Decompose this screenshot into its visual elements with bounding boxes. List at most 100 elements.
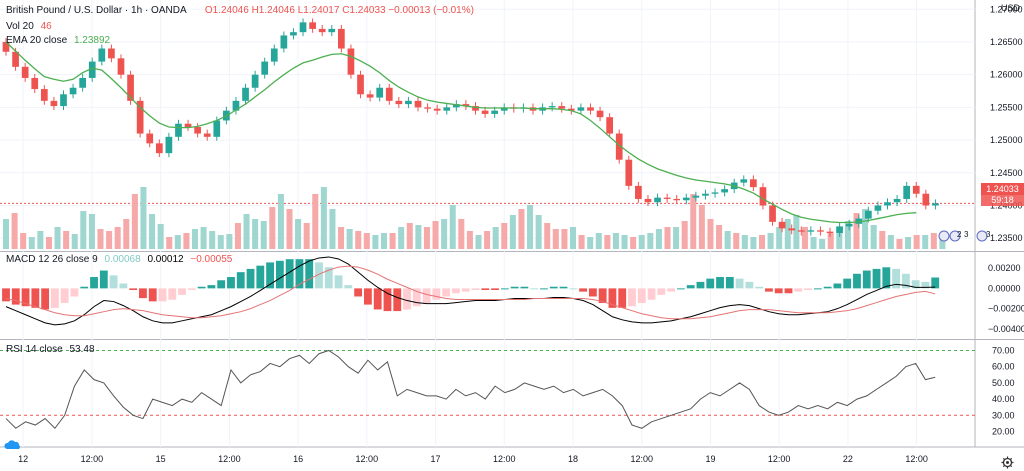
macd-tick-label: 0.00200 [988, 263, 1021, 273]
volume-bar [458, 219, 465, 249]
volume-bar [930, 233, 937, 249]
candle-body [644, 198, 652, 203]
volume-bar [630, 237, 637, 249]
price-tick-label: 1.25000 [990, 135, 1023, 145]
event-flag-count-a[interactable]: 2 [957, 230, 962, 239]
candle-body [836, 226, 843, 233]
volume-bar [286, 209, 293, 249]
volume-bar [638, 235, 645, 249]
volume-bar [131, 194, 138, 249]
macd-value: 0.00012 [147, 254, 184, 265]
candle-body [778, 221, 786, 229]
cloud-logo-icon[interactable] [4, 437, 22, 451]
macd-histogram-bar [197, 286, 206, 289]
volume-bar [45, 237, 52, 249]
rsi-legend[interactable]: RSI 14 close 53.48 [6, 344, 95, 355]
candle-body [845, 223, 853, 227]
volume-bar [106, 231, 113, 249]
volume-label: Vol 20 [6, 21, 34, 32]
macd-histogram-bar [227, 277, 235, 289]
volume-bar [870, 225, 877, 249]
event-flag-count-c[interactable]: 3 [986, 230, 991, 239]
candle-body [232, 100, 240, 111]
candle-body [797, 230, 805, 232]
macd-histogram-bar [178, 288, 186, 295]
volume-bar [681, 221, 688, 249]
macd-histogram-bar [90, 277, 98, 289]
macd-histogram-bar [129, 288, 138, 290]
candle-body [596, 110, 604, 118]
candle-body [864, 210, 872, 219]
last-price-badge: 1.24033 [981, 183, 1024, 195]
volume-legend[interactable]: Vol 20 46 [6, 21, 52, 32]
macd-pane [2, 256, 940, 326]
macd-histogram-bar [569, 288, 578, 290]
candle-body [146, 133, 154, 144]
macd-histogram-bar [432, 288, 441, 300]
candle-body [385, 87, 393, 101]
rsi-tick-label: 50.00 [992, 378, 1015, 388]
macd-histogram-bar [246, 268, 255, 289]
price-tick-label: 1.25500 [990, 102, 1023, 112]
macd-histogram-bar [500, 288, 509, 290]
macd-histogram-bar [187, 288, 196, 290]
macd-histogram-bar [804, 288, 812, 290]
volume-bar [2, 219, 10, 249]
candle-body [472, 106, 479, 111]
volume-bar [905, 237, 912, 249]
axis-labels: 1.27000 1.26500 1.26000 1.25500 1.25000 1.245… [18, 4, 1024, 464]
time-tick-label: 17 [431, 454, 441, 464]
candle-body [567, 108, 575, 111]
candle-body [759, 187, 767, 206]
volume-bar [535, 215, 542, 249]
volume-bar [28, 237, 35, 249]
volume-bar [484, 231, 491, 249]
macd-histogram-bar [393, 288, 402, 312]
macd-legend[interactable]: MACD 12 26 close 9 0.00068 0.00012 −0.00… [6, 254, 232, 265]
candle-body [912, 185, 920, 194]
candle-body [577, 107, 585, 111]
candle-body [165, 136, 173, 154]
candle-body [31, 77, 39, 90]
candle-body [433, 108, 441, 111]
volume-bar [209, 231, 216, 249]
candle-body [548, 106, 556, 108]
macd-histogram-bar [491, 288, 499, 290]
volume-bar [20, 233, 27, 249]
macd-histogram-bar [676, 288, 685, 290]
macd-histogram-bar [148, 288, 157, 302]
candle-body [740, 179, 748, 183]
event-flag-count-b[interactable]: 3 [964, 230, 969, 239]
macd-histogram-bar [236, 272, 245, 289]
candle-body [414, 100, 422, 108]
ema-series-line [5, 41, 917, 224]
volume-bar [750, 237, 757, 249]
macd-histogram-bar [608, 288, 617, 308]
candle-body [750, 179, 757, 188]
macd-histogram-bar [217, 280, 226, 289]
event-flag-circle [938, 230, 950, 242]
volume-bar [879, 231, 886, 249]
volume-bar [767, 233, 774, 249]
volume-bar [260, 221, 267, 249]
volume-bar [716, 225, 723, 249]
candle-body [213, 120, 221, 137]
candle-body [893, 198, 901, 203]
ema-legend[interactable]: EMA 20 close 1.23892 [6, 35, 110, 46]
volume-bar [11, 213, 18, 249]
candle-body [60, 94, 67, 107]
volume-bar [466, 231, 473, 249]
symbol-legend[interactable]: British Pound / U.S. Dollar · 1h · OANDA… [6, 5, 474, 16]
macd-histogram-bar [99, 270, 108, 289]
candle-body [692, 195, 700, 198]
macd-histogram-bar [119, 283, 128, 289]
candle-body [807, 230, 815, 232]
volume-bar [690, 194, 697, 249]
macd-histogram-bar [295, 259, 304, 289]
gear-icon[interactable] [1001, 456, 1014, 469]
macd-histogram-bar [559, 286, 568, 289]
volume-bar [243, 214, 250, 249]
volume-bar [578, 235, 585, 249]
volume-bar [114, 227, 121, 249]
candle-body [587, 107, 594, 111]
